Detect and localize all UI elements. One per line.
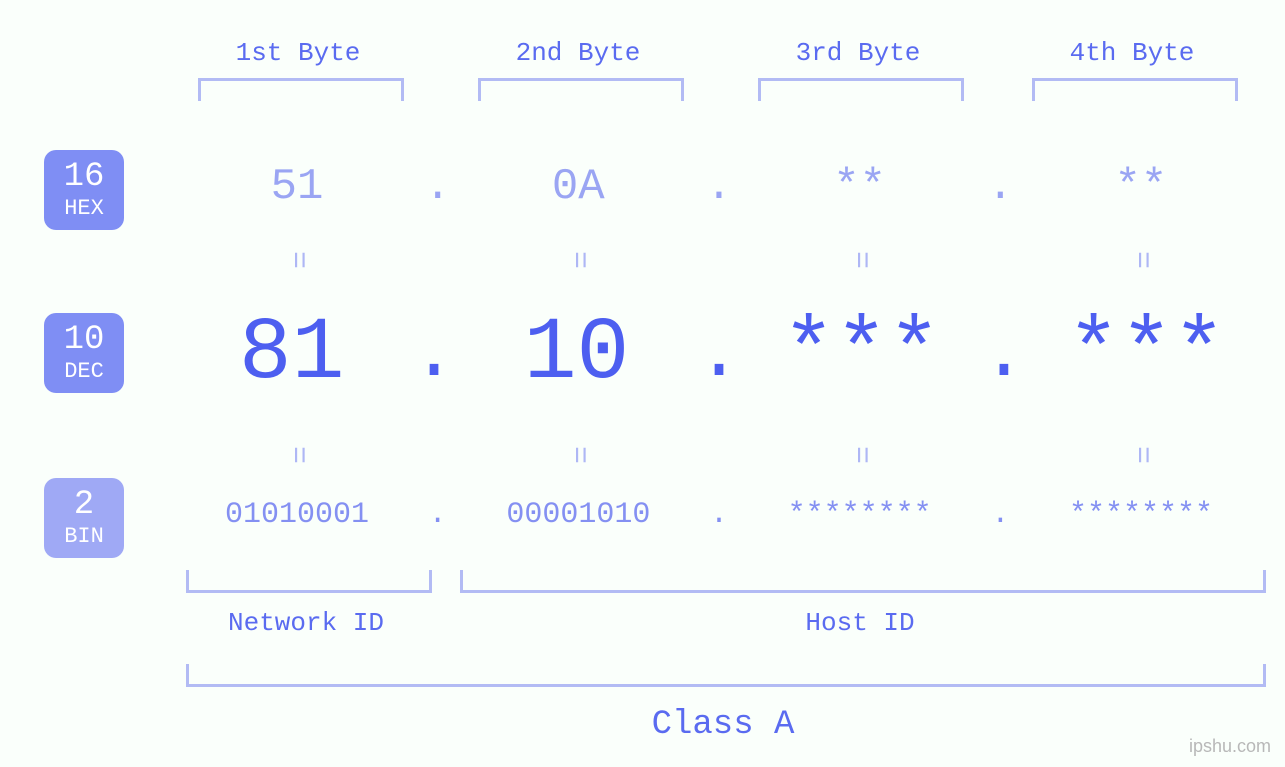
badge-hex: 16 HEX [44, 150, 124, 230]
byte-bracket-4 [1032, 78, 1238, 101]
eq-2-3: = [843, 330, 877, 580]
row-dec: 81 . 10 . *** . *** [172, 305, 1266, 404]
host-id-label: Host ID [805, 608, 914, 638]
badge-dec-num: 10 [64, 322, 105, 359]
eq-row-2: = = = = [172, 438, 1266, 472]
badge-dec: 10 DEC [44, 313, 124, 393]
byte-bracket-1 [198, 78, 404, 101]
badge-bin-num: 2 [74, 487, 94, 524]
host-id-bracket [460, 570, 1266, 593]
diagram-root: 1st Byte 2nd Byte 3rd Byte 4th Byte 16 H… [0, 0, 1285, 767]
dec-dot-1: . [411, 312, 457, 398]
dec-dot-2: . [696, 312, 742, 398]
hex-dot-1: . [424, 162, 450, 212]
class-label: Class A [652, 706, 795, 744]
bin-dot-2: . [710, 498, 728, 532]
bin-dot-3: . [991, 498, 1009, 532]
byte-bracket-2 [478, 78, 684, 101]
row-bin: 01010001 . 00001010 . ******** . *******… [172, 498, 1266, 532]
class-bracket [186, 664, 1266, 687]
eq-2-4: = [1124, 330, 1158, 580]
bin-byte-1: 01010001 [172, 498, 422, 532]
eq-2-1: = [280, 330, 314, 580]
byte-header-1: 1st Byte [236, 38, 361, 68]
bin-byte-2: 00001010 [453, 498, 703, 532]
badge-hex-label: HEX [64, 197, 104, 221]
watermark: ipshu.com [1189, 736, 1271, 757]
hex-dot-3: . [987, 162, 1013, 212]
eq-2-2: = [561, 330, 595, 580]
byte-header-2: 2nd Byte [516, 38, 641, 68]
bin-byte-3: ******** [735, 498, 985, 532]
row-hex: 51 . 0A . ** . ** [172, 162, 1266, 212]
badge-hex-num: 16 [64, 159, 105, 196]
network-id-bracket [186, 570, 432, 593]
network-id-label: Network ID [228, 608, 384, 638]
hex-dot-2: . [706, 162, 732, 212]
badge-bin-label: BIN [64, 525, 104, 549]
bin-byte-4: ******** [1016, 498, 1266, 532]
badge-dec-label: DEC [64, 360, 104, 384]
byte-bracket-3 [758, 78, 964, 101]
dec-dot-3: . [981, 312, 1027, 398]
bin-dot-1: . [429, 498, 447, 532]
eq-row-1: = = = = [172, 243, 1266, 277]
badge-bin: 2 BIN [44, 478, 124, 558]
byte-header-3: 3rd Byte [796, 38, 921, 68]
byte-header-4: 4th Byte [1070, 38, 1195, 68]
